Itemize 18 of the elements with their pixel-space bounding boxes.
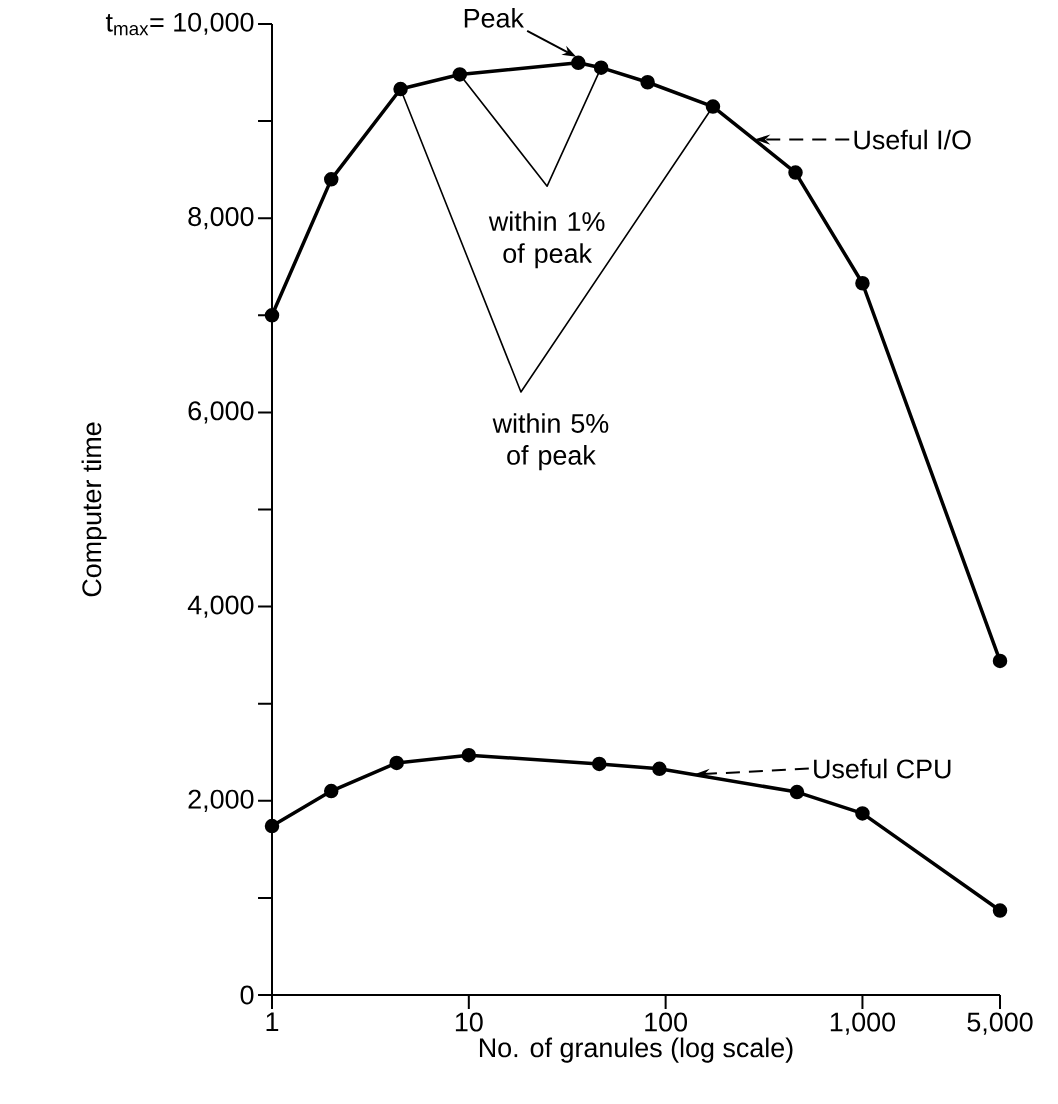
y-tick-label: t$_{max}$= 10,000 — [105, 12, 254, 36]
x-tick-label: 10 — [455, 1012, 483, 1032]
x-tick-label: 5,000 — [967, 1012, 1033, 1035]
annotation: Useful CPU — [814, 758, 951, 779]
y-tick-label: 4,000 — [187, 595, 254, 618]
y-tick-label: 0 — [240, 985, 254, 1005]
x-tick-label: 1,000 — [830, 1012, 896, 1035]
y-tick-label: 2,000 — [188, 789, 254, 812]
x-tick-label: 1 — [266, 1012, 279, 1032]
x-axis-title: No. of granules (log scale) — [479, 1037, 793, 1063]
x-tick-label: 100 — [645, 1012, 688, 1032]
annotation: within 1% of peak — [488, 211, 605, 269]
annotation: Peak — [464, 7, 524, 28]
annotation: within 5% of peak — [492, 413, 609, 471]
y-tick-label: 6,000 — [188, 401, 254, 424]
annotation: Useful I/O — [854, 129, 971, 150]
y-axis-title: Computer time — [81, 422, 107, 597]
y-tick-label: 8,000 — [188, 207, 254, 230]
